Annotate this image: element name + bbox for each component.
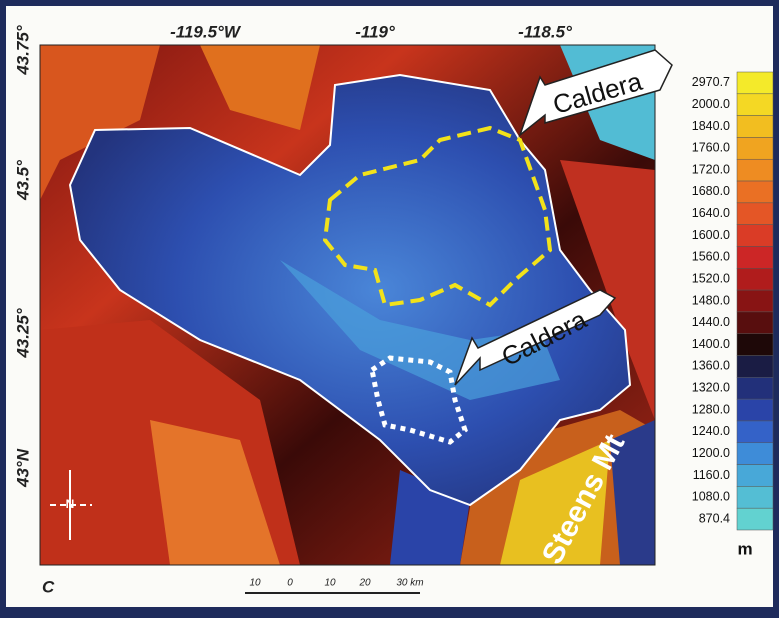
legend-swatch bbox=[737, 465, 773, 487]
latitude-label: 43.25° bbox=[13, 308, 32, 359]
legend-label: 1440.0 bbox=[692, 315, 730, 329]
legend-swatch bbox=[737, 508, 773, 530]
legend-label: 1400.0 bbox=[692, 337, 730, 351]
scale-label: 10 bbox=[324, 578, 336, 589]
legend-label: 870.4 bbox=[699, 511, 730, 525]
legend-swatch bbox=[737, 203, 773, 225]
legend-swatch bbox=[737, 443, 773, 465]
legend-label: 1240.0 bbox=[692, 424, 730, 438]
page: N Steens Mt Caldera Caldera -119.5°W -11… bbox=[0, 0, 779, 613]
legend-swatch bbox=[737, 399, 773, 421]
scale-label: 20 bbox=[358, 578, 371, 589]
legend-swatch bbox=[737, 181, 773, 203]
scale-label: 30 km bbox=[396, 578, 423, 589]
legend-label: 1840.0 bbox=[692, 119, 730, 133]
legend-label: 1600.0 bbox=[692, 228, 730, 242]
panel-letter: C bbox=[42, 577, 55, 596]
legend-swatch bbox=[737, 486, 773, 508]
latitude-label: 43.75° bbox=[13, 25, 32, 76]
legend-label: 1680.0 bbox=[692, 184, 730, 198]
latitude-label: 43°N bbox=[13, 448, 32, 488]
legend-label: 2000.0 bbox=[692, 97, 730, 111]
legend-swatch bbox=[737, 268, 773, 290]
legend-unit: m bbox=[737, 539, 752, 558]
latitude-label: 43.5° bbox=[13, 160, 32, 201]
scale-label: 10 bbox=[249, 578, 261, 589]
legend-label: 1720.0 bbox=[692, 162, 730, 176]
scale-label: 0 bbox=[287, 578, 293, 589]
legend-swatch bbox=[737, 137, 773, 159]
legend-label: 1360.0 bbox=[692, 359, 730, 373]
legend-swatch bbox=[737, 225, 773, 247]
longitude-label: -118.5° bbox=[518, 22, 572, 41]
legend-label: 1200.0 bbox=[692, 446, 730, 460]
longitude-label: -119° bbox=[355, 22, 395, 41]
longitude-label: -119.5°W bbox=[170, 22, 242, 41]
legend-swatch bbox=[737, 334, 773, 356]
legend-label: 1160.0 bbox=[693, 468, 730, 482]
legend-swatch bbox=[737, 72, 773, 94]
legend-label: 1320.0 bbox=[692, 381, 730, 395]
legend-label: 1520.0 bbox=[692, 271, 730, 285]
legend-label: 1080.0 bbox=[692, 490, 730, 504]
legend-label: 1560.0 bbox=[692, 250, 730, 264]
legend-swatch bbox=[737, 246, 773, 268]
legend-swatch bbox=[737, 421, 773, 443]
legend-label: 1640.0 bbox=[692, 206, 730, 220]
legend-swatch bbox=[737, 312, 773, 334]
legend-swatch bbox=[737, 356, 773, 378]
legend-swatch bbox=[737, 290, 773, 312]
legend-swatch bbox=[737, 159, 773, 181]
legend-swatch bbox=[737, 94, 773, 116]
legend-swatch bbox=[737, 116, 773, 138]
legend-label: 1280.0 bbox=[692, 402, 730, 416]
figure: N Steens Mt Caldera Caldera -119.5°W -11… bbox=[0, 0, 779, 613]
legend-label: 2970.7 bbox=[692, 75, 730, 89]
legend-label: 1480.0 bbox=[692, 293, 730, 307]
legend-swatch bbox=[737, 377, 773, 399]
north-label: N bbox=[66, 497, 75, 511]
legend-label: 1760.0 bbox=[692, 141, 730, 155]
